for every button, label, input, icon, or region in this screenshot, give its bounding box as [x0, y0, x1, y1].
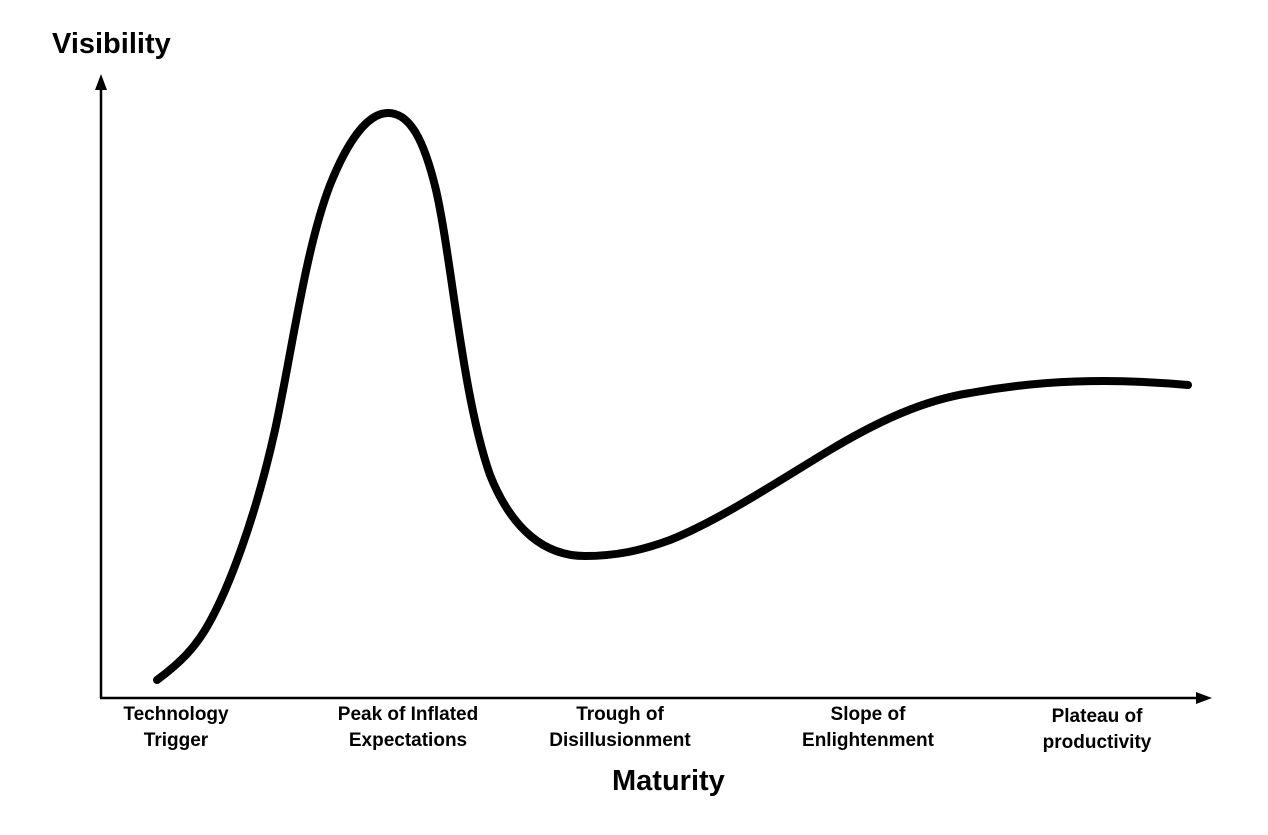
phase-label-line: Enlightenment [802, 730, 934, 751]
x-axis-arrowhead [1196, 692, 1212, 704]
phase-label-trough: Trough of Disillusionment [510, 702, 730, 754]
phase-label-line: Plateau of [1051, 706, 1143, 727]
x-axis-title: Maturity [612, 765, 725, 797]
phase-label-line: Trough of [576, 704, 664, 725]
phase-label-line: Technology [123, 704, 229, 725]
phase-label-line: Trigger [143, 730, 209, 751]
phase-label-line: Disillusionment [549, 730, 691, 751]
y-axis-arrowhead [95, 74, 107, 90]
phase-label-line: Peak of Inflated [337, 704, 479, 725]
phase-label-slope: Slope of Enlightenment [758, 702, 978, 754]
y-axis-title: Visibility [52, 28, 171, 60]
phase-label-plateau: Plateau of productivity [987, 704, 1207, 756]
phase-label-peak: Peak of Inflated Expectations [298, 702, 518, 754]
phase-label-line: Slope of [830, 704, 906, 725]
phase-label-technology-trigger: Technology Trigger [66, 702, 286, 754]
hype-curve [153, 109, 1192, 684]
phase-label-line: productivity [1042, 732, 1152, 753]
phase-label-line: Expectations [348, 730, 468, 751]
